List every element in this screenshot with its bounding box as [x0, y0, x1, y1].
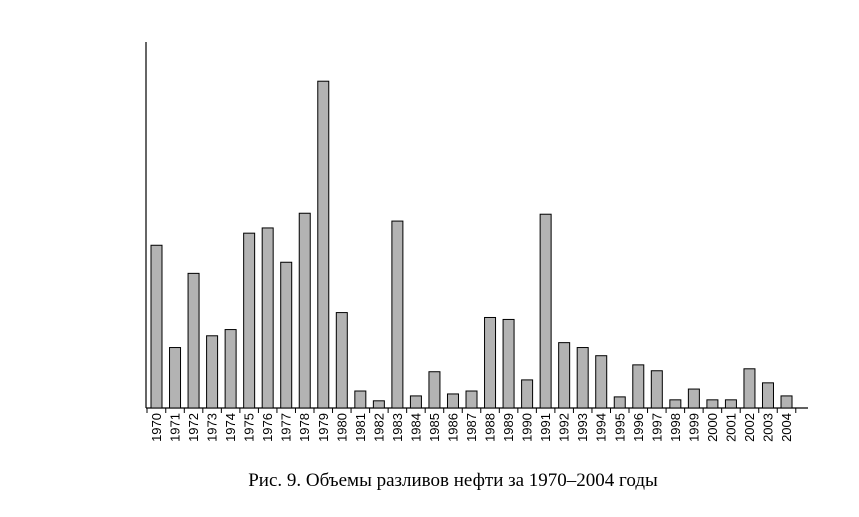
bar-1994	[595, 355, 608, 409]
x-tick-label-1996: 1996	[631, 413, 646, 442]
x-ticks-group	[146, 408, 797, 413]
bar-1976	[261, 227, 274, 409]
x-tick-label-1972: 1972	[186, 413, 201, 442]
x-tick-label-1970: 1970	[149, 413, 164, 442]
bar-1996	[632, 364, 645, 409]
bar-1970	[150, 244, 163, 409]
x-tick-label-1994: 1994	[594, 413, 609, 442]
x-tick-label-1973: 1973	[205, 413, 220, 442]
x-tick-label-1991: 1991	[538, 413, 553, 442]
bar-1982	[372, 400, 385, 409]
bar-2002	[743, 368, 756, 409]
x-tick-label-1989: 1989	[501, 413, 516, 442]
bar-1974	[224, 329, 237, 409]
x-tick-label-1975: 1975	[242, 413, 257, 442]
bar-1988	[484, 316, 497, 409]
x-tick-label-1993: 1993	[575, 413, 590, 442]
x-tick-label-1977: 1977	[279, 413, 294, 442]
x-tick-label-1987: 1987	[464, 413, 479, 442]
x-tick-label-1974: 1974	[223, 413, 238, 442]
x-tick-label-2004: 2004	[779, 413, 794, 442]
x-tick-label-2000: 2000	[705, 413, 720, 442]
x-tick-label-1986: 1986	[445, 413, 460, 442]
bar-2001	[724, 399, 737, 409]
x-tick-labels-group: 1970 1971 1972 1973 1974 1975 1976 1977 1978 1979…	[149, 413, 794, 442]
bar-1983	[391, 220, 404, 409]
bar-1979	[317, 80, 330, 409]
x-tick-label-2001: 2001	[723, 413, 738, 442]
bar-1975	[243, 232, 256, 409]
x-tick-label-1976: 1976	[260, 413, 275, 442]
bar-2004	[780, 395, 793, 409]
x-tick-label-1988: 1988	[483, 413, 498, 442]
x-tick-label-2002: 2002	[742, 413, 757, 442]
x-tick-label-1980: 1980	[334, 413, 349, 442]
bar-2003	[761, 382, 774, 409]
x-tick-label-1979: 1979	[316, 413, 331, 442]
x-tick-label-1997: 1997	[649, 413, 664, 442]
x-tick-label-1971: 1971	[168, 413, 183, 442]
x-tick-label-1984: 1984	[408, 413, 423, 442]
bar-1998	[669, 399, 682, 409]
bar-1987	[465, 390, 478, 409]
bar-1972	[187, 272, 200, 409]
x-tick-label-1982: 1982	[371, 413, 386, 442]
bar-1980	[335, 312, 348, 409]
x-tick-label-1983: 1983	[390, 413, 405, 442]
bar-1999	[687, 388, 700, 409]
bar-1977	[280, 261, 293, 409]
bar-1993	[576, 347, 589, 409]
bar-2000	[706, 399, 719, 409]
bar-1973	[206, 335, 219, 409]
x-tick-label-1992: 1992	[557, 413, 572, 442]
bar-1971	[169, 347, 182, 409]
bar-1990	[521, 379, 534, 409]
x-tick-label-1985: 1985	[427, 413, 442, 442]
x-tick-label-1995: 1995	[612, 413, 627, 442]
x-tick-label-1978: 1978	[297, 413, 312, 442]
bar-1997	[650, 370, 663, 409]
bar-1991	[539, 213, 552, 409]
x-tick-label-1990: 1990	[520, 413, 535, 442]
bar-1981	[354, 390, 367, 409]
bar-1992	[558, 342, 571, 409]
x-tick-label-2003: 2003	[760, 413, 775, 442]
bar-1978	[298, 212, 311, 409]
bar-1985	[428, 371, 441, 409]
bar-1989	[502, 318, 515, 409]
bars-group	[150, 80, 793, 409]
figure-caption: Рис. 9. Объемы разливов нефти за 1970–20…	[248, 470, 658, 491]
bar-1995	[613, 396, 626, 409]
bar-1986	[446, 393, 459, 409]
x-tick-label-1981: 1981	[353, 413, 368, 442]
x-tick-label-1998: 1998	[668, 413, 683, 442]
x-tick-label-1999: 1999	[686, 413, 701, 442]
bar-1984	[409, 395, 422, 409]
